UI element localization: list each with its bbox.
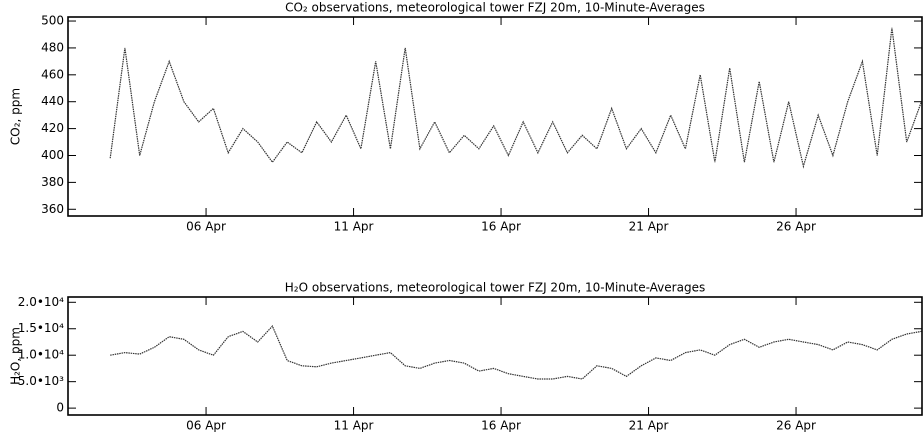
- y-tick-label: 0: [56, 401, 64, 415]
- y-tick-label: 420: [41, 121, 64, 135]
- x-tick-label: 06 Apr: [186, 220, 226, 234]
- y-tick-label: 440: [41, 94, 64, 108]
- data-line: [109, 27, 922, 169]
- x-tick-label: 21 Apr: [629, 220, 669, 234]
- y-tick-label: 400: [41, 148, 64, 162]
- plot-frame: [67, 296, 923, 416]
- y-tick-label: 380: [41, 175, 64, 189]
- y-tick-label: 1.5•10⁴: [18, 321, 64, 335]
- x-tick-label: 11 Apr: [334, 220, 374, 234]
- y-axis-label: CO₂, ppm: [9, 88, 23, 145]
- data-line: [110, 325, 922, 380]
- y-tick-label: 1.0•10⁴: [18, 348, 64, 362]
- y-tick-label: 500: [41, 14, 64, 28]
- y-tick-label: 2.0•10⁴: [18, 295, 64, 309]
- y-axis-label: H₂O, ppm: [9, 327, 23, 385]
- x-tick-label: 16 Apr: [481, 220, 521, 234]
- x-tick-label: 26 Apr: [776, 220, 816, 234]
- x-tick-label: 11 Apr: [334, 419, 374, 432]
- x-tick-label: 16 Apr: [481, 419, 521, 432]
- chart-title: CO₂ observations, meteorological tower F…: [285, 1, 705, 15]
- x-tick-label: 06 Apr: [186, 419, 226, 432]
- y-tick-label: 480: [41, 40, 64, 54]
- x-tick-label: 26 Apr: [776, 419, 816, 432]
- chart-title: H₂O observations, meteorological tower F…: [285, 281, 705, 295]
- y-tick-label: 460: [41, 67, 64, 81]
- y-tick-label: 360: [41, 202, 64, 216]
- y-tick-label: 5.0•10³: [18, 374, 64, 388]
- x-tick-label: 21 Apr: [629, 419, 669, 432]
- plot-frame: [67, 16, 923, 217]
